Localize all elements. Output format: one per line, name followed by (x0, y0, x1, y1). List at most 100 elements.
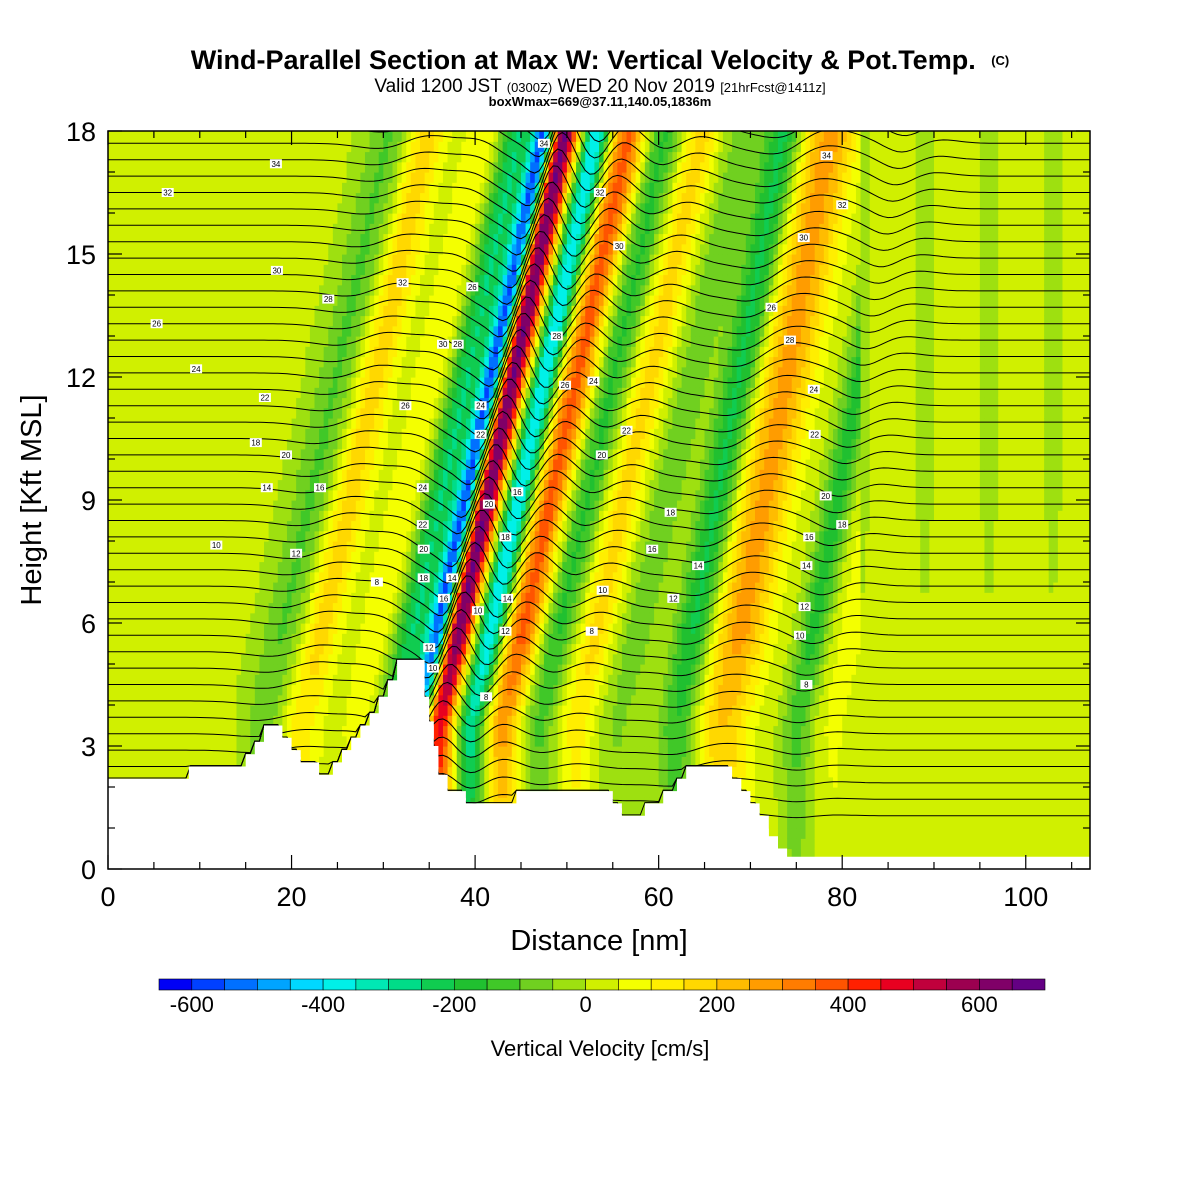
velocity-cell (176, 223, 183, 235)
velocity-cell (355, 377, 361, 388)
velocity-cell (433, 438, 439, 450)
velocity-cell (438, 366, 444, 378)
velocity-cell (199, 356, 205, 368)
velocity-cell (190, 612, 196, 624)
velocity-cell (204, 674, 210, 686)
velocity-cell (227, 151, 233, 163)
velocity-cell (415, 182, 421, 194)
velocity-cell (218, 643, 224, 655)
velocity-cell (305, 172, 311, 183)
velocity-cell (305, 500, 311, 511)
velocity-cell (420, 551, 426, 563)
velocity-cell (195, 377, 201, 388)
velocity-cell (236, 213, 242, 224)
velocity-cell (117, 407, 123, 419)
velocity-cell (392, 387, 398, 399)
velocity-cell (438, 233, 444, 245)
velocity-cell (153, 664, 160, 675)
velocity-cell (383, 479, 389, 491)
velocity-cell (163, 264, 169, 276)
velocity-cell (135, 602, 141, 614)
velocity-cell (442, 151, 449, 163)
velocity-cell (241, 418, 247, 429)
velocity-cell (135, 151, 141, 163)
velocity-cell (153, 633, 160, 645)
velocity-cell (456, 735, 462, 747)
velocity-cell (208, 213, 215, 224)
velocity-cell (360, 315, 366, 327)
velocity-cell (273, 582, 279, 593)
velocity-cell (378, 623, 384, 634)
velocity-cell (465, 725, 472, 737)
velocity-cell (117, 561, 123, 573)
velocity-cell (250, 725, 256, 737)
velocity-cell (415, 254, 421, 265)
velocity-cell (475, 633, 481, 645)
velocity-cell (383, 213, 389, 224)
velocity-cell (369, 694, 375, 706)
velocity-cell (282, 254, 288, 265)
velocity-cell (337, 551, 343, 563)
velocity-cell (199, 705, 205, 716)
velocity-cell (140, 489, 146, 501)
velocity-cell (218, 182, 224, 194)
velocity-cell (314, 694, 320, 706)
velocity-cell (273, 694, 279, 706)
velocity-cell (470, 530, 476, 542)
velocity-cell (323, 254, 329, 265)
velocity-cell (346, 438, 352, 450)
velocity-cell (296, 192, 302, 204)
velocity-cell (199, 541, 205, 552)
velocity-cell (149, 448, 155, 460)
velocity-cell (227, 336, 233, 347)
velocity-cell (420, 428, 426, 440)
velocity-cell (465, 510, 472, 522)
velocity-cell (158, 243, 164, 255)
velocity-cell (250, 448, 256, 460)
velocity-cell (108, 192, 114, 204)
velocity-cell (172, 489, 178, 501)
velocity-cell (374, 500, 380, 511)
velocity-cell (360, 223, 366, 235)
velocity-cell (259, 684, 265, 696)
velocity-cell (167, 315, 173, 327)
velocity-cell (305, 202, 311, 214)
velocity-cell (190, 592, 196, 604)
velocity-cell (195, 192, 201, 204)
velocity-cell (245, 459, 251, 470)
velocity-cell (222, 223, 228, 235)
velocity-cell (213, 592, 219, 604)
velocity-cell (456, 479, 462, 491)
velocity-cell (319, 172, 325, 183)
velocity-cell (406, 602, 412, 614)
velocity-cell (218, 664, 224, 675)
velocity-cell (392, 520, 398, 532)
velocity-cell (167, 735, 173, 747)
velocity-cell (163, 315, 169, 327)
velocity-cell (121, 756, 127, 768)
velocity-cell (355, 151, 361, 163)
velocity-cell (144, 305, 150, 317)
velocity-cell (181, 315, 187, 327)
velocity-cell (195, 223, 201, 235)
velocity-cell (286, 172, 293, 183)
velocity-cell (135, 192, 141, 204)
velocity-cell (117, 725, 123, 737)
velocity-cell (456, 530, 462, 542)
velocity-cell (195, 653, 201, 665)
velocity-cell (300, 418, 306, 429)
velocity-cell (342, 541, 348, 552)
velocity-cell (323, 407, 329, 419)
velocity-cell (135, 653, 141, 665)
velocity-cell (135, 582, 141, 593)
velocity-cell (121, 746, 127, 757)
velocity-cell (369, 192, 375, 204)
velocity-cell (351, 612, 357, 624)
velocity-cell (144, 448, 150, 460)
velocity-cell (135, 684, 141, 696)
velocity-cell (199, 612, 205, 624)
velocity-cell (199, 664, 205, 675)
velocity-cell (309, 377, 316, 388)
velocity-cell (433, 479, 439, 491)
velocity-cell (319, 274, 325, 286)
